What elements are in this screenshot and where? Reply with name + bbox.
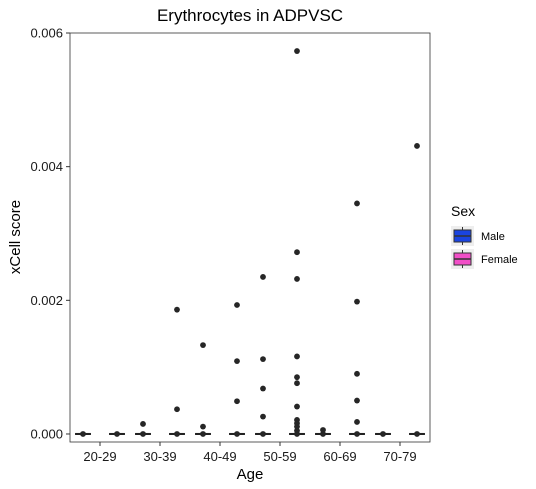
outlier-point-male [140, 421, 146, 427]
outlier-point-female [354, 397, 360, 404]
legend: Sex Male Female [451, 203, 518, 269]
outlier-point-female [114, 431, 120, 437]
outlier-points [80, 48, 420, 437]
outlier-point-male [380, 431, 386, 437]
x-tick-label: 70-79 [383, 449, 416, 464]
outlier-point-female [234, 358, 240, 365]
outlier-point-female [174, 431, 180, 437]
x-tick-label: 50-59 [263, 449, 296, 464]
legend-label-male: Male [481, 231, 505, 243]
y-tick-label: 0.002 [30, 293, 63, 308]
y-tick-label: 0.006 [30, 26, 63, 41]
plot-panel [69, 32, 431, 443]
outlier-point-female [234, 302, 240, 308]
outlier-point-female [174, 406, 180, 413]
outlier-point-male [200, 342, 206, 348]
outlier-point-female [294, 48, 300, 54]
outlier-point-female [234, 431, 240, 437]
outlier-point-male [260, 413, 266, 420]
outlier-point-female [294, 276, 300, 282]
x-axis: 20-29 30-39 40-49 50-59 60-69 70-79 [83, 442, 417, 464]
x-tick-label: 60-69 [323, 449, 356, 464]
y-tick-label: 0.000 [30, 426, 63, 441]
outlier-point-female [294, 423, 300, 430]
outlier-point-female [174, 306, 180, 313]
chart-title: Erythrocytes in ADPVSC [157, 6, 343, 25]
outlier-point-female [294, 431, 300, 437]
outlier-point-female [354, 298, 360, 305]
outlier-point-female [414, 431, 420, 437]
outlier-point-female [294, 403, 300, 410]
outlier-point-male [260, 385, 266, 392]
x-tick-label: 30-39 [143, 449, 176, 464]
y-axis-label: xCell score [7, 200, 24, 274]
outlier-point-female [294, 374, 300, 381]
outlier-point-female [294, 249, 300, 256]
outlier-point-female [234, 398, 240, 405]
outlier-point-male [320, 431, 326, 437]
y-axis: 0.000 0.002 0.004 0.006 [30, 26, 70, 441]
x-tick-label: 40-49 [203, 449, 236, 464]
x-axis-label: Age [237, 466, 264, 483]
outlier-point-female [354, 431, 360, 437]
outlier-point-male [260, 356, 266, 363]
x-tick-label: 20-29 [83, 449, 116, 464]
outlier-point-female [294, 380, 300, 387]
legend-item-male: Male [451, 226, 505, 246]
outlier-point-male [140, 431, 146, 437]
outlier-point-female [294, 353, 300, 360]
outlier-point-female [354, 200, 360, 207]
outlier-point-male [200, 431, 206, 437]
outlier-point-male [320, 427, 326, 433]
outlier-point-female [414, 143, 420, 149]
legend-title: Sex [451, 203, 475, 219]
y-tick-label: 0.004 [30, 159, 63, 174]
legend-label-female: Female [481, 254, 518, 266]
outlier-point-male [80, 431, 86, 437]
outlier-point-male [260, 274, 266, 280]
outlier-point-female [354, 370, 360, 377]
legend-item-female: Female [451, 249, 518, 269]
outlier-point-female [354, 419, 360, 425]
outlier-point-male [260, 431, 266, 437]
outlier-point-male [200, 423, 206, 430]
